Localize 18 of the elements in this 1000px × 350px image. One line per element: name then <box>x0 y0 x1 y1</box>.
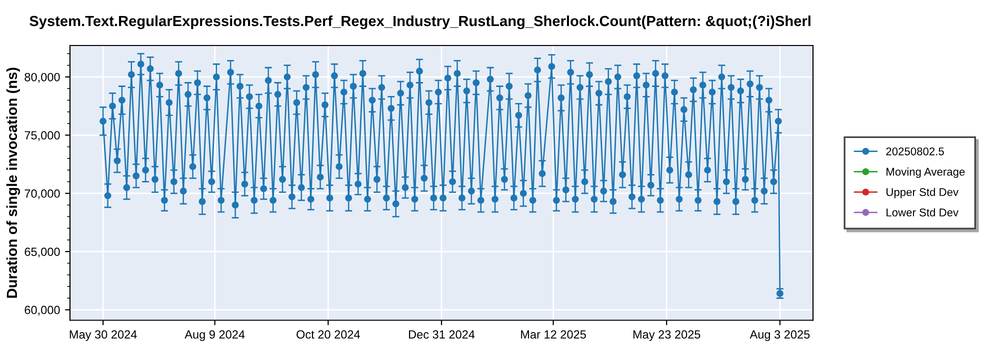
legend-label: Moving Average <box>886 168 965 178</box>
legend-label: Upper Std Dev <box>886 188 959 198</box>
x-tick-label: May 23 2025 <box>633 330 700 341</box>
x-tick-label: Oct 20 2024 <box>296 330 360 339</box>
legend-label: Lower Std Dev <box>886 208 959 216</box>
x-tick-label: May 30 2024 <box>70 330 137 341</box>
x-tick-label: Aug 3 2025 <box>750 330 810 341</box>
x-tick-label: Mar 12 2025 <box>521 330 586 339</box>
y-tick-label: 75,000 <box>24 131 60 141</box>
x-tick-label: Aug 9 2024 <box>184 330 245 341</box>
chart-title: System.Text.RegularExpressions.Tests.Perf_Regex_Industry_RustLang_Sherlock.Count(Pattern: &quot;(?i)Sherl <box>30 15 810 30</box>
y-tick-label: 60,000 <box>24 306 60 316</box>
legend-label: 20250802.5 <box>886 147 944 156</box>
x-tick-label: Dec 31 2024 <box>408 330 475 339</box>
y-tick-label: 65,000 <box>24 248 60 258</box>
y-axis-title: Duration of single invocation (ns) <box>6 68 20 298</box>
y-tick-label: 70,000 <box>24 189 60 200</box>
y-tick-label: 80,000 <box>24 72 60 83</box>
